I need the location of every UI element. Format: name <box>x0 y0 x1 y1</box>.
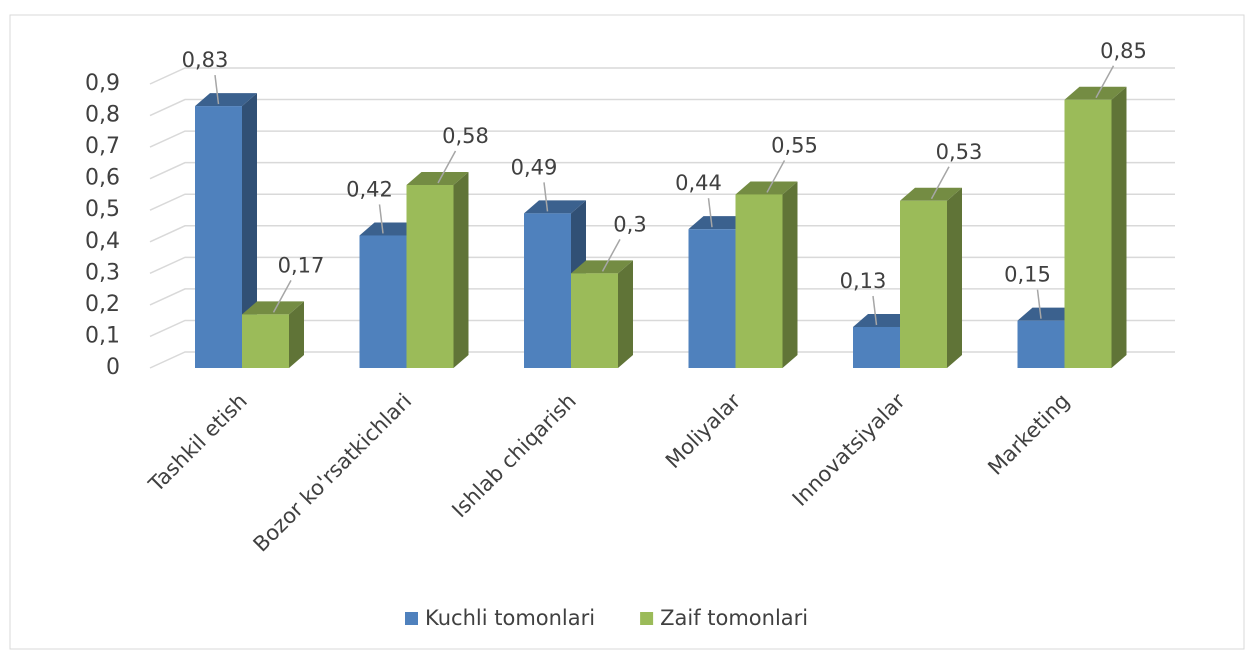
bar <box>571 260 633 368</box>
data-label: 0,17 <box>278 253 325 277</box>
grid-line <box>149 98 1175 117</box>
data-label: 0,44 <box>675 171 722 195</box>
bar-face <box>688 216 751 230</box>
leader-line <box>214 74 220 105</box>
bar-face <box>853 313 915 327</box>
bar <box>195 93 257 368</box>
legend-label: Zaif tomonlari <box>660 606 808 630</box>
bar-face <box>1017 307 1080 321</box>
bar-face <box>242 314 289 368</box>
bar-face <box>688 229 736 368</box>
data-label: 0,55 <box>771 133 818 157</box>
bar <box>242 301 304 368</box>
bar-face <box>524 200 586 214</box>
legend-swatch <box>640 612 654 625</box>
grid-line <box>149 225 1175 243</box>
data-label: 0,83 <box>182 48 229 72</box>
bar-face <box>195 106 242 368</box>
bar-face <box>242 301 304 315</box>
bar-face <box>1064 99 1112 369</box>
data-label: 0,15 <box>1004 263 1051 287</box>
grid-line <box>149 193 1175 211</box>
grid-line <box>149 130 1175 148</box>
bar-face <box>524 213 571 368</box>
bar-face <box>1064 86 1127 100</box>
bar-face <box>406 171 469 185</box>
y-tick-label: 0,5 <box>85 197 120 222</box>
y-tick-label: 0 <box>106 355 120 380</box>
leader-line <box>1095 65 1115 99</box>
grid-line <box>149 67 1175 85</box>
bar-face <box>242 93 257 368</box>
y-tick-label: 0,1 <box>85 323 120 348</box>
legend-label: Kuchli tomonlari <box>425 606 595 630</box>
bar-face <box>359 235 407 368</box>
grid-line <box>149 319 1175 338</box>
leader-line <box>272 279 292 313</box>
bar-face <box>289 301 304 368</box>
leader-line <box>930 166 950 200</box>
grid-line <box>149 351 1175 369</box>
bar-face <box>453 171 469 368</box>
data-label: 0,13 <box>840 269 887 293</box>
bar <box>406 171 469 368</box>
y-tick-label: 0,6 <box>85 166 120 191</box>
y-tick-label: 0,8 <box>85 103 120 128</box>
bar-face <box>900 187 962 201</box>
leader-line <box>766 160 786 193</box>
bar-face <box>782 181 798 368</box>
leader-line <box>872 295 878 326</box>
legend-swatch <box>405 612 418 625</box>
bar-face <box>359 222 422 236</box>
data-label: 0,3 <box>613 212 646 236</box>
grid-line <box>149 161 1175 180</box>
y-tick-label: 0,9 <box>85 71 120 96</box>
bar-face <box>947 187 962 368</box>
bar-face <box>618 260 633 368</box>
bar-face <box>571 273 618 368</box>
leader-line <box>601 238 621 272</box>
bar-face <box>735 194 783 368</box>
bar-face <box>1111 86 1127 369</box>
leader-line <box>707 198 713 228</box>
y-tick-label: 0,3 <box>85 260 120 285</box>
leader-line <box>1036 289 1042 319</box>
grid-line <box>149 288 1175 306</box>
data-label: 0,85 <box>1100 39 1147 63</box>
y-tick-label: 0,2 <box>85 292 120 317</box>
leader-line <box>543 182 549 212</box>
bar <box>900 187 962 368</box>
bar-face <box>1017 320 1065 368</box>
bar <box>1064 86 1127 369</box>
data-label: 0,49 <box>511 155 558 179</box>
bar <box>735 181 798 368</box>
leader-line <box>378 204 384 234</box>
data-label: 0,42 <box>346 177 393 201</box>
data-label: 0,58 <box>442 124 489 148</box>
bar-face <box>195 93 257 107</box>
bar-face <box>853 326 900 368</box>
leader-line <box>437 150 457 184</box>
data-label: 0,53 <box>936 140 983 164</box>
bar-face <box>406 184 454 368</box>
y-tick-label: 0,4 <box>85 229 120 254</box>
bar-face <box>571 260 633 274</box>
grid-line <box>149 256 1175 275</box>
y-tick-label: 0,7 <box>85 134 120 159</box>
bar-face <box>900 200 947 368</box>
bar-face <box>735 181 798 195</box>
